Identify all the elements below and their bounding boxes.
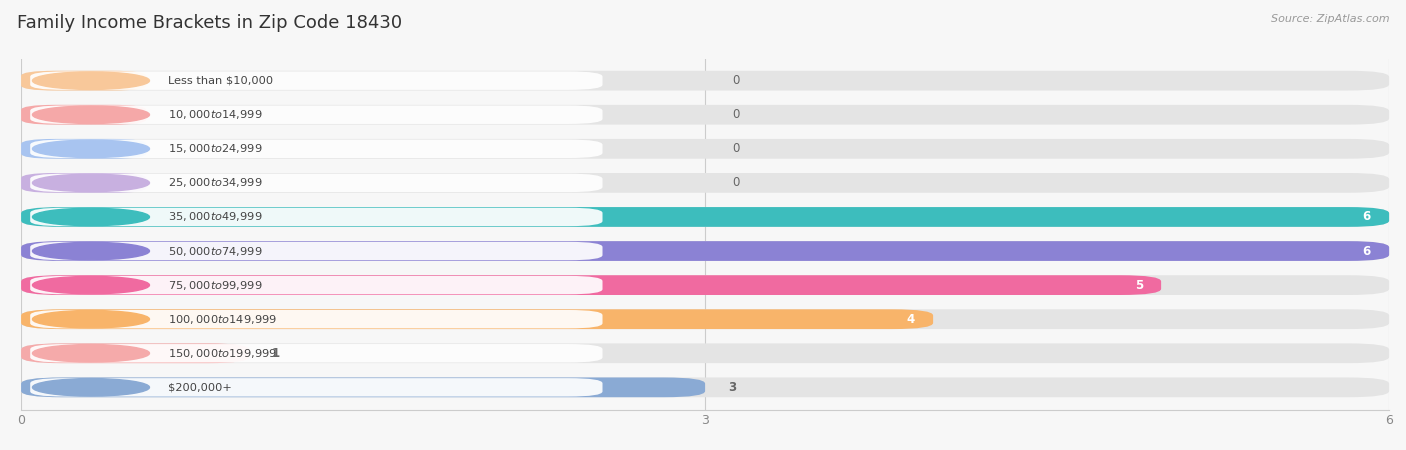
FancyBboxPatch shape — [30, 276, 603, 294]
Text: 0: 0 — [733, 108, 740, 121]
FancyBboxPatch shape — [21, 139, 1389, 159]
FancyBboxPatch shape — [21, 71, 1389, 90]
FancyBboxPatch shape — [30, 242, 603, 260]
FancyBboxPatch shape — [21, 378, 1389, 397]
Circle shape — [32, 276, 149, 294]
Circle shape — [32, 310, 149, 328]
Text: $15,000 to $24,999: $15,000 to $24,999 — [167, 142, 262, 155]
Text: 4: 4 — [907, 313, 915, 326]
FancyBboxPatch shape — [30, 106, 603, 124]
Text: $35,000 to $49,999: $35,000 to $49,999 — [167, 211, 262, 224]
Text: $150,000 to $199,999: $150,000 to $199,999 — [167, 347, 277, 360]
Text: $200,000+: $200,000+ — [167, 382, 232, 392]
FancyBboxPatch shape — [21, 309, 934, 329]
Text: $75,000 to $99,999: $75,000 to $99,999 — [167, 279, 262, 292]
FancyBboxPatch shape — [21, 343, 1389, 363]
FancyBboxPatch shape — [21, 309, 1389, 329]
Circle shape — [32, 242, 149, 260]
Text: 1: 1 — [271, 347, 280, 360]
FancyBboxPatch shape — [21, 343, 249, 363]
Text: 5: 5 — [1135, 279, 1143, 292]
FancyBboxPatch shape — [21, 207, 1389, 227]
FancyBboxPatch shape — [21, 139, 146, 159]
Circle shape — [32, 72, 149, 90]
FancyBboxPatch shape — [30, 174, 603, 192]
FancyBboxPatch shape — [30, 310, 603, 328]
FancyBboxPatch shape — [21, 275, 1161, 295]
FancyBboxPatch shape — [21, 105, 146, 125]
FancyBboxPatch shape — [21, 173, 1389, 193]
Text: 6: 6 — [1362, 211, 1371, 224]
Text: Less than $10,000: Less than $10,000 — [167, 76, 273, 86]
Circle shape — [32, 378, 149, 396]
FancyBboxPatch shape — [30, 344, 603, 362]
FancyBboxPatch shape — [21, 275, 1389, 295]
FancyBboxPatch shape — [21, 207, 1389, 227]
Text: $10,000 to $14,999: $10,000 to $14,999 — [167, 108, 262, 121]
Text: Source: ZipAtlas.com: Source: ZipAtlas.com — [1271, 14, 1389, 23]
Circle shape — [32, 174, 149, 192]
Text: Family Income Brackets in Zip Code 18430: Family Income Brackets in Zip Code 18430 — [17, 14, 402, 32]
Text: $50,000 to $74,999: $50,000 to $74,999 — [167, 244, 262, 257]
Text: 6: 6 — [1362, 244, 1371, 257]
Circle shape — [32, 106, 149, 123]
FancyBboxPatch shape — [30, 378, 603, 396]
FancyBboxPatch shape — [21, 378, 706, 397]
Text: 0: 0 — [733, 176, 740, 189]
FancyBboxPatch shape — [30, 208, 603, 226]
Circle shape — [32, 345, 149, 362]
FancyBboxPatch shape — [21, 105, 1389, 125]
FancyBboxPatch shape — [30, 72, 603, 90]
FancyBboxPatch shape — [21, 173, 146, 193]
Text: 0: 0 — [733, 74, 740, 87]
FancyBboxPatch shape — [21, 241, 1389, 261]
Text: $25,000 to $34,999: $25,000 to $34,999 — [167, 176, 262, 189]
Text: 3: 3 — [728, 381, 735, 394]
Text: $100,000 to $149,999: $100,000 to $149,999 — [167, 313, 277, 326]
Circle shape — [32, 140, 149, 157]
FancyBboxPatch shape — [21, 241, 1389, 261]
FancyBboxPatch shape — [30, 140, 603, 158]
Text: 0: 0 — [733, 142, 740, 155]
FancyBboxPatch shape — [21, 71, 146, 90]
Circle shape — [32, 208, 149, 226]
